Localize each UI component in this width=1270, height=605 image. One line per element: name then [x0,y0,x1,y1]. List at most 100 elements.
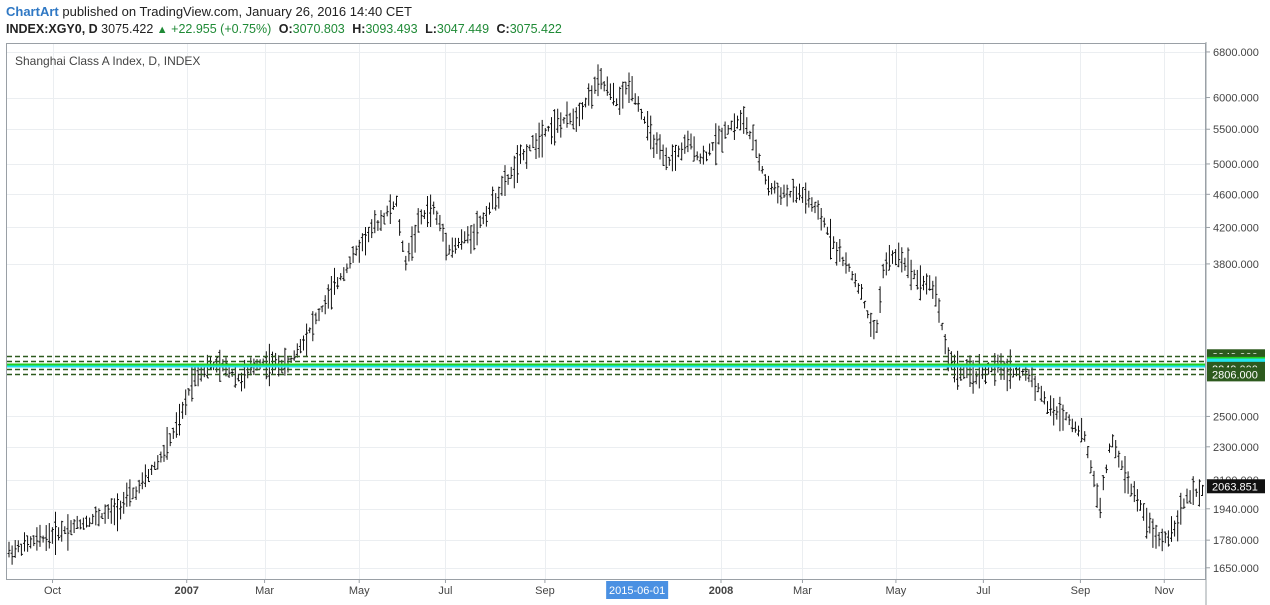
ohlc-bar [546,125,550,132]
ohlc-bar [841,256,845,267]
ohlc-bar [636,96,640,112]
published-text: published on TradingView.com, January 26… [62,4,412,19]
ohlc-bar [1095,483,1099,508]
ohlc-bar [295,343,299,358]
symbol-label: INDEX:XGY0, D [6,22,98,36]
ohlc-bar [1139,499,1142,511]
ohlc-bar [1173,520,1177,537]
ohlc-bar [894,249,898,266]
ohlc-bar [181,401,185,419]
ohlc-bar [925,273,929,295]
ohlc-bar [336,277,340,290]
last-price: 3075.422 [101,22,154,36]
ohlc-bar [370,219,374,239]
ohlc-bar [506,174,510,185]
ohlc-bar [670,144,674,172]
ohlc-bar [333,267,336,295]
ohlc-bar [928,275,932,291]
ohlc-bar [900,247,904,273]
ohlc-bar [125,482,129,507]
ohlc-bar [884,252,888,276]
y-tick-label: 2500.000 [1213,411,1259,423]
ohlc-bar [664,147,668,171]
ohlc-bar [441,223,445,242]
ohlc-bar [1064,412,1068,421]
last-price-tag: 2063.851 [1207,479,1265,494]
ohlc-bar [35,527,39,551]
ohlc-bar [577,102,581,127]
ohlc-bar [1145,507,1149,539]
ohlc-bar [881,263,885,279]
ohlc-bar [701,145,705,165]
ohlc-bar [47,523,51,549]
ohlc-bar [574,107,578,132]
ohlc-bar [903,257,907,271]
ohlc-bar [426,196,429,227]
price-axis[interactable]: 6800.000 6000.000 5500.000 5000.000 4600.000… [1206,47,1265,575]
ohlc-bar [1188,490,1192,504]
ohlc-bar [317,308,321,322]
ohlc-bar [156,455,160,470]
ohlc-bar [872,319,876,340]
ohlc-bar [308,327,312,334]
ohlc-bar [661,144,665,166]
ohlc-bar [345,263,349,274]
ohlc-bar [292,350,296,361]
ohlc-bar [512,155,516,189]
ohlc-bar [736,115,739,129]
ohlc-bar [615,98,619,107]
ohlc-bar [785,184,789,207]
ohlc-bar [698,153,702,164]
ohlc-bar [488,202,491,215]
ohlc-bar [1132,481,1136,503]
ohlc-bar [832,236,836,249]
ohlc-bar [323,295,327,315]
ohlc-bar [57,527,61,541]
ohlc-bar [754,139,758,159]
ohlc-bar [1086,445,1090,459]
ohlc-bar [382,212,386,225]
low-value: 3047.449 [436,22,490,36]
x-tick-label: Sep [535,585,555,597]
ohlc-bar [122,491,126,514]
x-tick-label: 2007 [174,585,198,597]
chart-title: Shanghai Class A Index, D, INDEX [15,54,200,68]
ohlc-bar [788,190,792,198]
ohlc-bar [757,153,761,171]
ohlc-bar [38,524,42,547]
ohlc-bar [1114,440,1118,459]
ohlc-bar [54,511,57,555]
ohlc-bar [66,514,70,551]
ohlc-bar [1201,484,1204,496]
brand-link[interactable]: ChartArt [6,4,59,19]
ohlc-bar [466,226,470,244]
ohlc-bar [81,517,85,530]
ohlc-bar [593,76,597,94]
ohlc-bar [7,541,11,558]
ohlc-bar [1033,375,1037,401]
ohlc-bar [767,175,770,196]
ohlc-bar [1104,464,1108,474]
ohlc-bar [711,142,715,151]
y-tick-label: 6000.000 [1213,93,1259,105]
ohlc-bar [922,275,925,291]
time-axis[interactable]: Oct 2007 Mar May Jul Sep 2008 Mar May Jul Sep Nov [44,579,1175,597]
ohlc-bar [78,519,82,530]
ohlc-bar [50,527,54,544]
low-label: L: [425,22,437,36]
ohlc-bar [705,151,708,162]
price-chart[interactable]: Shanghai Class A Index, D, INDEX 6800.00… [0,42,1270,605]
cursor-date-label: 2015-06-01 [609,585,665,597]
ohlc-bar [692,136,696,162]
ohlc-bar [509,166,513,179]
ohlc-bar [88,517,92,527]
x-tick-label: Mar [255,585,274,597]
ohlc-bar [1049,395,1053,416]
ohlc-bar [63,526,67,535]
ohlc-bar [798,183,801,201]
ohlc-bar [75,515,79,529]
ohlc-bar [810,197,814,212]
ohlc-bar [460,229,464,250]
ohlc-bar [804,182,808,214]
ohlc-bar [119,500,123,520]
